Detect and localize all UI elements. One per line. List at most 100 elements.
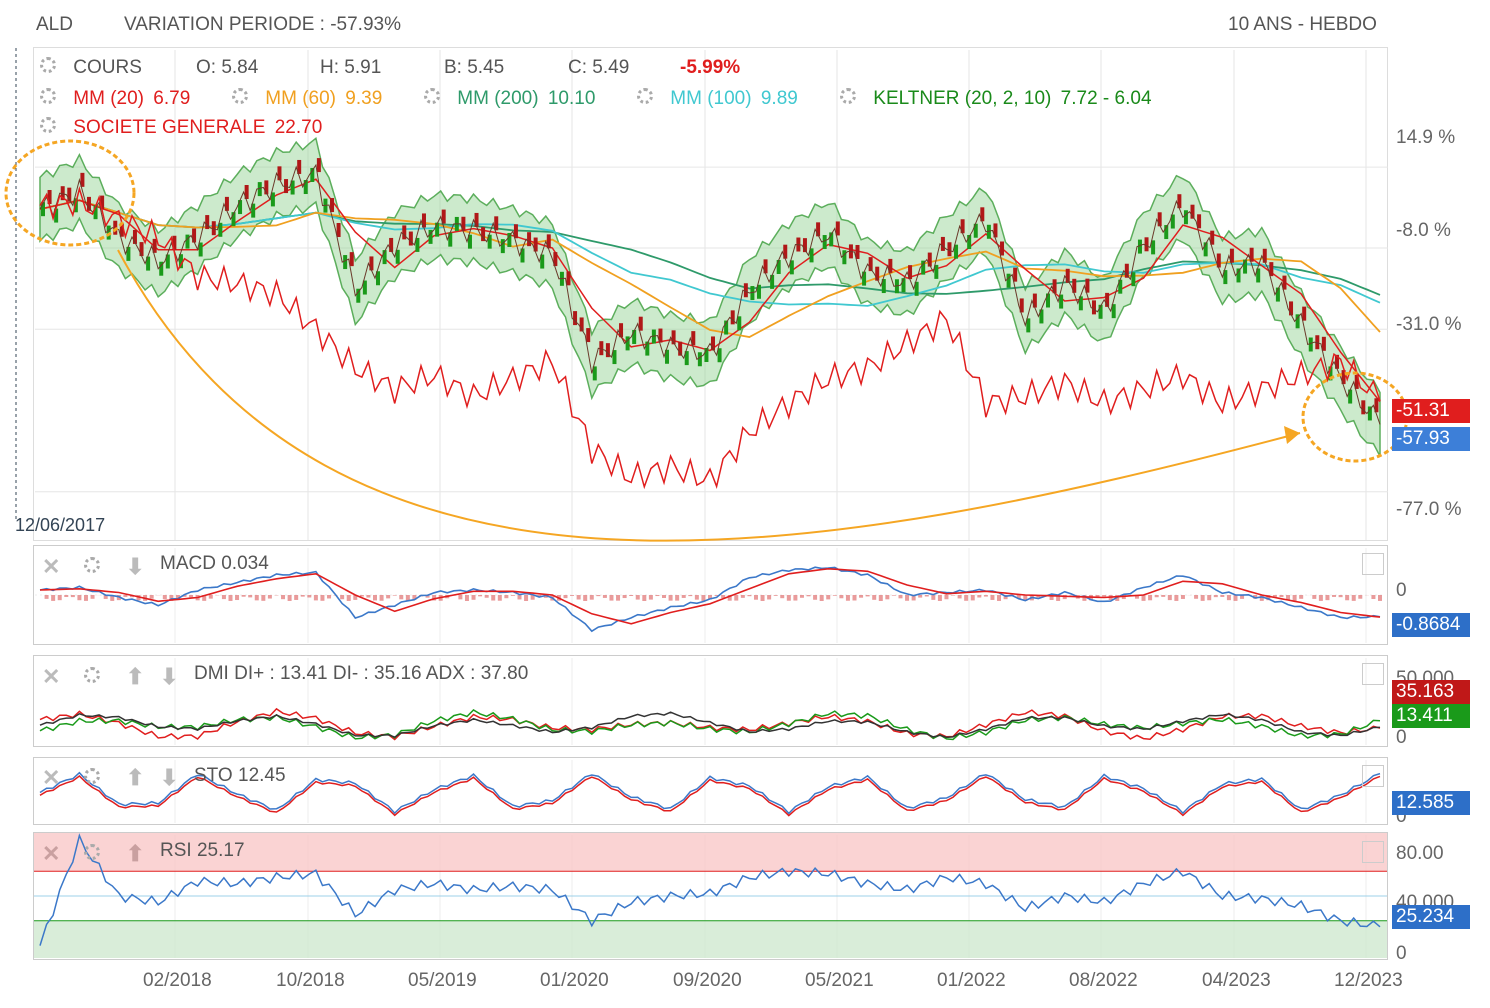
compare-gear-icon[interactable]	[40, 117, 56, 133]
mm60-line	[39, 199, 1381, 338]
compare-line	[39, 185, 1381, 490]
macd-axis-zero: 0	[1396, 580, 1407, 601]
rsi-overbought-zone	[34, 833, 1387, 872]
dmi-name: DMI	[194, 663, 229, 684]
rsi-value: 25.17	[196, 840, 245, 861]
compare-value: 22.70	[274, 117, 323, 138]
macd-last-tag: -0.8684	[1392, 613, 1470, 637]
cours-line	[39, 163, 1381, 425]
close-value: C: 5.49	[568, 57, 630, 78]
mm20-gear-icon[interactable]	[40, 88, 56, 104]
mm60-label: MM (60)	[265, 88, 337, 109]
arrow-up-icon[interactable]: ⬆	[126, 765, 145, 790]
x-axis-label: 12/2023	[1334, 970, 1403, 991]
x-axis-label: 05/2021	[805, 970, 874, 991]
sto-axis-zero: 0	[1396, 806, 1407, 827]
symbol-label: ALD	[36, 14, 73, 35]
arrow-up-icon[interactable]: ⬆	[126, 841, 145, 866]
x-axis-label: 01/2020	[540, 970, 609, 991]
sto-last-tag: 12.585	[1392, 791, 1470, 815]
arrow-down-icon[interactable]: ⬇	[160, 664, 179, 689]
sto-panel	[33, 757, 1388, 825]
keltner-gear-icon[interactable]	[840, 88, 856, 104]
mm20-label: MM (20)	[73, 88, 145, 109]
rsi-name: RSI	[160, 840, 192, 861]
mm200-gear-icon[interactable]	[424, 88, 440, 104]
rsi-oversold-zone	[34, 920, 1387, 958]
arrow-down-icon[interactable]: ⬇	[160, 765, 179, 790]
start-date-label: 12/06/2017	[15, 515, 106, 535]
x-axis-label: 04/2023	[1202, 970, 1271, 991]
main-axis-tick: -77.0 %	[1396, 499, 1462, 520]
annotation-arrowhead	[1284, 426, 1300, 444]
x-axis-label: 01/2022	[937, 970, 1006, 991]
dmi-minus-line	[39, 707, 1381, 741]
dmi-panel	[33, 655, 1388, 747]
open-value: O: 5.84	[196, 57, 259, 78]
mm60-gear-icon[interactable]	[232, 88, 248, 104]
mm200-label: MM (200)	[457, 88, 539, 109]
macd-line	[39, 566, 1381, 633]
mm20-line	[39, 178, 1381, 403]
dmi-value: DI+ : 13.41 DI- : 35.16 ADX : 37.80	[234, 663, 529, 684]
rsi-axis-80: 80.00	[1396, 843, 1444, 864]
cours-last-tag: -57.93	[1392, 427, 1470, 451]
mm20-value: 6.79	[153, 88, 191, 109]
mm100-label: MM (100)	[670, 88, 752, 109]
main-axis-tick: 14.9 %	[1396, 127, 1456, 148]
macd-value: 0.034	[221, 553, 269, 574]
variation-label: VARIATION PERIODE : -57.93%	[124, 14, 401, 35]
adx-line	[39, 711, 1381, 739]
dmi-diminus-tag: 35.163	[1392, 680, 1470, 704]
sto-d-line	[39, 775, 1381, 817]
dmi-axis-zero: 0	[1396, 727, 1407, 748]
main-axis-tick: -8.0 %	[1396, 220, 1451, 241]
close-icon[interactable]: ✕	[42, 765, 61, 790]
rsi-line	[39, 833, 1381, 946]
keltner-value: 7.72 - 6.04	[1060, 88, 1152, 109]
x-axis-label: 08/2022	[1069, 970, 1138, 991]
x-axis-label: 05/2019	[408, 970, 477, 991]
cours-label: COURS	[73, 57, 142, 78]
sto-k-line	[39, 771, 1381, 815]
mm100-gear-icon[interactable]	[637, 88, 653, 104]
close-icon[interactable]: ✕	[42, 554, 61, 579]
macd-panel	[33, 545, 1388, 645]
annotation-ellipse	[4, 139, 136, 247]
cours-gear-icon[interactable]	[40, 57, 56, 73]
mm100-line	[39, 199, 1381, 307]
macd-name: MACD	[160, 553, 216, 574]
sto-gear-icon[interactable]	[84, 768, 100, 784]
mm100-value: 9.89	[760, 88, 798, 109]
compare-last-tag: -51.31	[1392, 399, 1470, 423]
macd-expand-checkbox[interactable]	[1362, 553, 1384, 575]
arrow-up-icon[interactable]: ⬆	[126, 664, 145, 689]
sto-value: 12.45	[238, 765, 286, 786]
keltner-band	[39, 136, 1381, 457]
mm60-value: 9.39	[345, 88, 383, 109]
rsi-gear-icon[interactable]	[84, 844, 100, 860]
period-label[interactable]: 10 ANS - HEBDO	[1228, 14, 1377, 35]
arrow-down-icon[interactable]: ⬇	[126, 554, 145, 579]
rsi-panel	[33, 832, 1388, 960]
sto-expand-checkbox[interactable]	[1362, 765, 1384, 787]
mm200-value: 10.10	[547, 88, 596, 109]
annotation-arrow	[117, 249, 1301, 542]
main-axis-tick: -31.0 %	[1396, 314, 1462, 335]
rsi-axis-zero: 0	[1396, 943, 1407, 964]
macd-gear-icon[interactable]	[84, 557, 100, 573]
compare-label: SOCIETE GENERALE	[73, 117, 266, 138]
keltner-label: KELTNER (20, 2, 10)	[873, 88, 1052, 109]
x-axis-label: 10/2018	[276, 970, 345, 991]
x-axis-label: 02/2018	[143, 970, 212, 991]
sto-name: STO	[194, 765, 233, 786]
high-value: H: 5.91	[320, 57, 382, 78]
dmi-gear-icon[interactable]	[84, 667, 100, 683]
rsi-expand-checkbox[interactable]	[1362, 841, 1384, 863]
macd-signal-line	[39, 567, 1381, 625]
close-icon[interactable]: ✕	[42, 664, 61, 689]
close-icon[interactable]: ✕	[42, 841, 61, 866]
dmi-diplus-tag: 13.411	[1392, 704, 1470, 728]
dmi-expand-checkbox[interactable]	[1362, 663, 1384, 685]
